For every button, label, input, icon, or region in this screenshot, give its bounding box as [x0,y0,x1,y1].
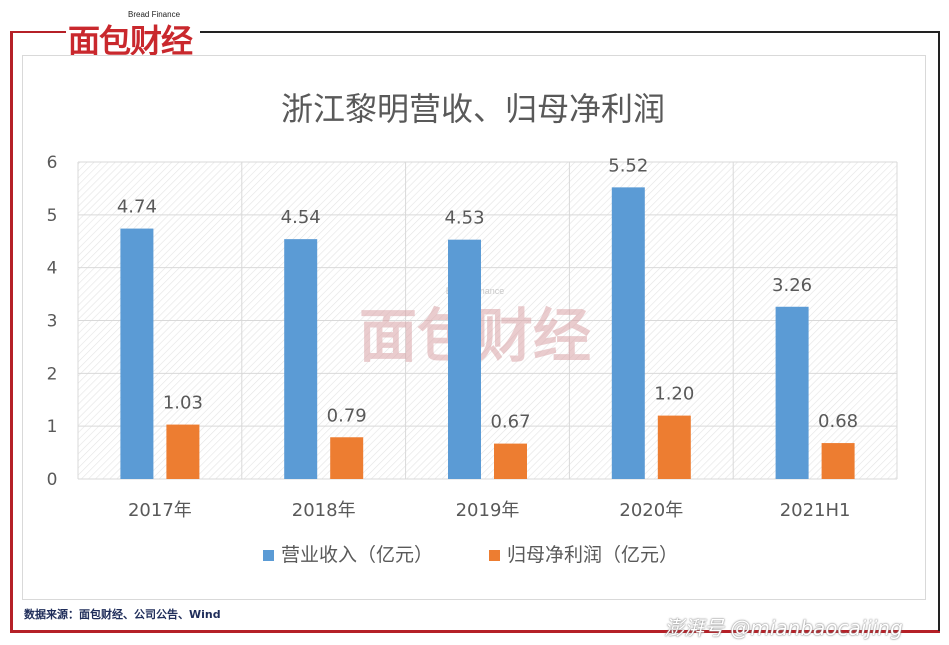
x-category-label: 2021H1 [780,500,851,521]
net-profit-data-label: 0.67 [490,412,530,433]
revenue-data-label: 5.52 [608,155,648,176]
y-tick-label: 6 [47,153,58,173]
y-tick-label: 1 [47,417,58,437]
y-tick-label: 2 [47,364,58,384]
revenue-bar [448,239,481,479]
net-profit-data-label: 0.79 [327,405,367,426]
legend-swatch-net-profit [489,550,500,561]
net-profit-data-label: 1.03 [163,393,203,414]
revenue-bar [284,239,318,479]
legend-swatch-revenue [263,550,274,561]
net-profit-bar [657,415,691,479]
x-category-label: 2018年 [292,500,356,521]
frame-top-left-border [10,31,66,33]
net-profit-bar [494,443,527,479]
net-profit-data-label: 0.68 [818,411,858,432]
revenue-data-label: 3.26 [772,275,812,296]
chart-title: 浙江黎明营收、归母净利润 [281,90,665,128]
revenue-data-label: 4.54 [281,207,321,228]
source-note: 数据来源：面包财经、公司公告、Wind [24,608,221,621]
net-profit-bar [821,443,855,479]
net-profit-bar [166,424,200,479]
x-category-label: 2019年 [456,500,520,521]
revenue-bar [120,228,154,479]
brand-name-en: Bread Finance [128,10,181,19]
y-tick-label: 4 [47,259,58,279]
frame-top-right-border [200,31,940,33]
net-profit-bar [330,437,364,479]
frame-right-border [938,31,940,631]
legend-label-net-profit: 归母净利润（亿元） [507,544,678,566]
legend-label-revenue: 营业收入（亿元） [281,544,433,566]
revenue-data-label: 4.74 [117,197,157,218]
revenue-data-label: 4.53 [444,208,484,229]
frame-bottom-border [10,630,940,633]
corner-watermark: 澎湃号 @mianbaocaijing [664,616,903,640]
y-tick-label: 3 [47,312,58,332]
revenue-bar [611,187,645,480]
x-category-label: 2020年 [619,500,683,521]
y-tick-label: 5 [47,206,58,226]
frame-left-border [10,31,13,633]
revenue-bar [775,306,809,479]
x-category-label: 2017年 [128,500,192,521]
brand-name-cn: 面包财经 [68,22,193,60]
y-tick-label: 0 [47,470,58,490]
net-profit-data-label: 1.20 [654,384,694,405]
brand-logo: Bread Finance 面包财经 [66,10,200,60]
